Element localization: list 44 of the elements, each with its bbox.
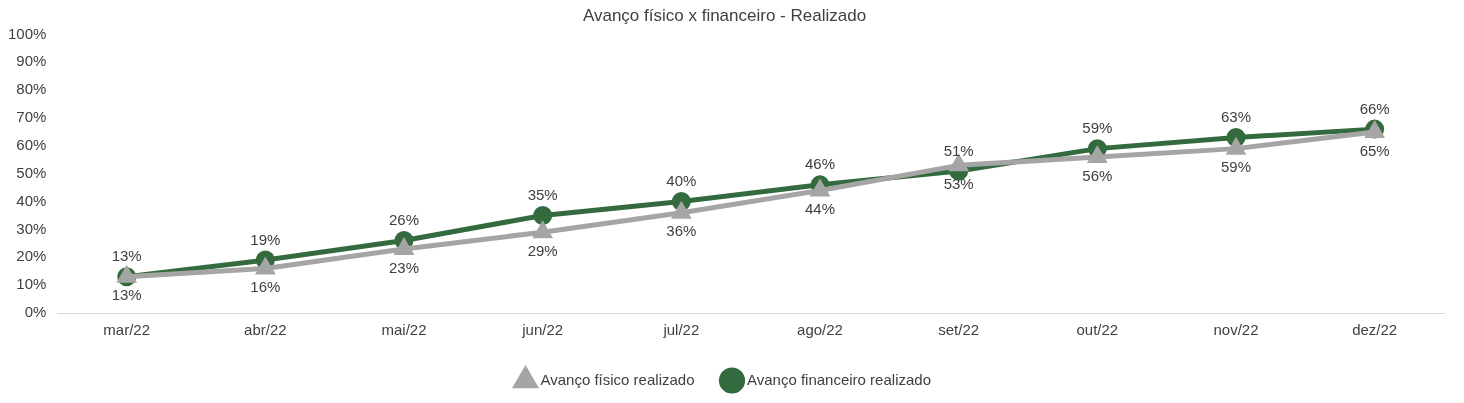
x-tick-label: mar/22	[103, 321, 151, 339]
legend-label: Avanço físico realizado	[540, 370, 695, 388]
y-tick-label: 20%	[16, 247, 47, 265]
data-label: 36%	[666, 222, 697, 240]
data-label: 13%	[111, 247, 142, 265]
data-label: 59%	[1220, 158, 1252, 176]
data-label: 29%	[527, 241, 558, 259]
y-tick-label: 50%	[16, 163, 47, 181]
y-tick-label: 100%	[7, 24, 47, 42]
data-label: 59%	[1082, 119, 1113, 137]
data-label: 63%	[1220, 108, 1252, 126]
data-label: 46%	[805, 155, 836, 173]
y-tick-label: 90%	[16, 52, 47, 70]
x-tick-label: mai/22	[381, 321, 427, 339]
y-tick-label: 60%	[16, 135, 47, 153]
data-label: 26%	[389, 211, 420, 229]
legend-label: Avanço financeiro realizado	[746, 370, 931, 388]
data-label: 56%	[1082, 166, 1113, 184]
y-tick-label: 10%	[16, 275, 47, 293]
data-label: 53%	[943, 174, 974, 192]
x-tick-label: jul/22	[662, 321, 700, 339]
x-tick-label: out/22	[1076, 321, 1119, 339]
x-tick-label: set/22	[938, 321, 980, 339]
data-label: 51%	[943, 141, 974, 159]
y-tick-label: 70%	[16, 108, 47, 126]
data-label: 66%	[1359, 99, 1390, 117]
x-tick-label: dez/22	[1352, 321, 1398, 339]
data-label: 23%	[389, 258, 420, 276]
data-label: 19%	[250, 230, 281, 248]
x-tick-label: ago/22	[797, 321, 843, 339]
data-label: 65%	[1359, 141, 1390, 159]
x-tick-label: jun/22	[521, 321, 564, 339]
chart-title: Avanço físico x financeiro - Realizado	[582, 5, 867, 25]
y-tick-label: 30%	[16, 219, 47, 237]
data-label: 40%	[666, 172, 697, 190]
y-tick-label: 0%	[24, 303, 47, 321]
data-label: 35%	[527, 186, 558, 204]
data-label: 16%	[250, 278, 281, 296]
data-label: 44%	[805, 200, 836, 218]
x-tick-label: nov/22	[1213, 321, 1259, 339]
x-tick-label: abr/22	[244, 321, 287, 339]
y-tick-label: 80%	[16, 80, 47, 98]
data-label: 13%	[111, 286, 142, 304]
y-tick-label: 40%	[16, 191, 47, 209]
